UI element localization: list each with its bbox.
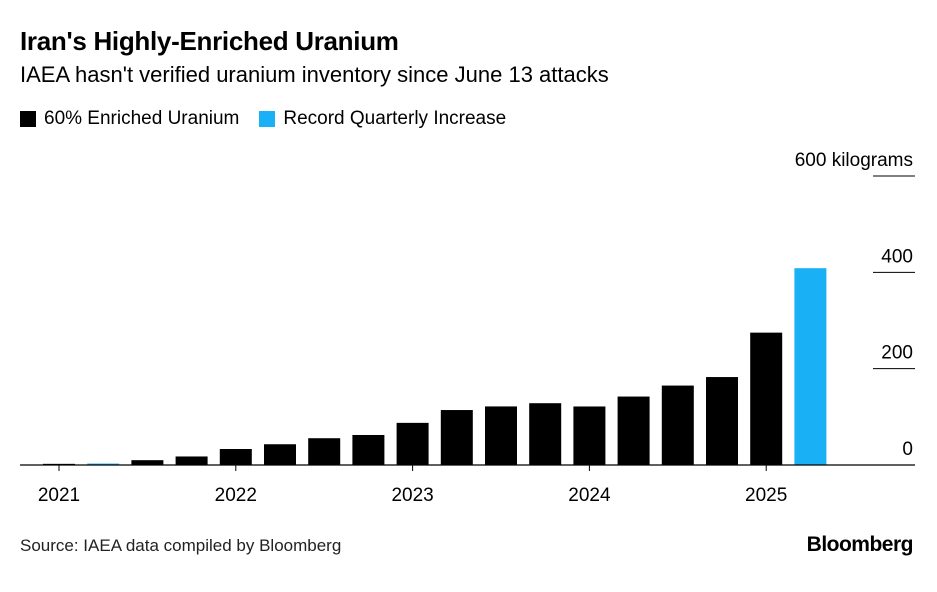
bar-enriched-uranium	[706, 377, 738, 465]
bar-enriched-uranium	[396, 422, 429, 465]
x-tick-label: 2022	[215, 485, 257, 506]
bar-enriched-uranium	[352, 434, 385, 465]
y-tick-label: 0	[902, 439, 913, 460]
chart-title: Iran's Highly-Enriched Uranium	[20, 26, 399, 56]
y-tick-label: 600 kilograms	[795, 150, 913, 171]
bar-enriched-uranium	[440, 410, 473, 465]
bar-enriched-uranium	[264, 444, 296, 465]
bar-enriched-uranium	[131, 460, 164, 465]
y-tick-label: 200	[881, 343, 913, 364]
chart-subtitle: IAEA hasn't verified uranium inventory s…	[20, 62, 609, 87]
source-note: Source: IAEA data compiled by Bloomberg	[20, 536, 342, 555]
legend-item-enriched: 60% Enriched Uranium	[20, 108, 239, 130]
x-tick-label: 2025	[745, 485, 787, 506]
legend-label: Record Quarterly Increase	[283, 108, 507, 129]
bar-enriched-uranium	[175, 456, 208, 465]
x-tick-label: 2023	[391, 485, 433, 506]
bar-enriched-uranium	[219, 449, 252, 465]
bar-enriched-uranium	[661, 385, 694, 465]
bar-enriched-uranium	[617, 396, 650, 465]
legend-label: 60% Enriched Uranium	[44, 108, 240, 129]
bar-record-increase	[87, 463, 120, 465]
x-tick-label: 2021	[38, 485, 80, 506]
legend-swatch-blue	[259, 111, 276, 127]
legend-item-record: Record Quarterly Increase	[259, 108, 506, 130]
legend: 60% Enriched Uranium Record Quarterly In…	[20, 108, 526, 130]
x-tick-label: 2024	[568, 485, 611, 506]
legend-swatch-black	[20, 111, 36, 127]
y-tick-label: 400	[881, 246, 913, 267]
bar-enriched-uranium	[485, 406, 517, 465]
bar-enriched-uranium	[573, 406, 606, 465]
bar-enriched-uranium	[308, 438, 341, 465]
bar-record-increase	[794, 268, 827, 465]
bloomberg-logo: Bloomberg	[806, 533, 914, 556]
bar-enriched-uranium	[529, 403, 562, 465]
bar-enriched-uranium	[750, 332, 783, 465]
